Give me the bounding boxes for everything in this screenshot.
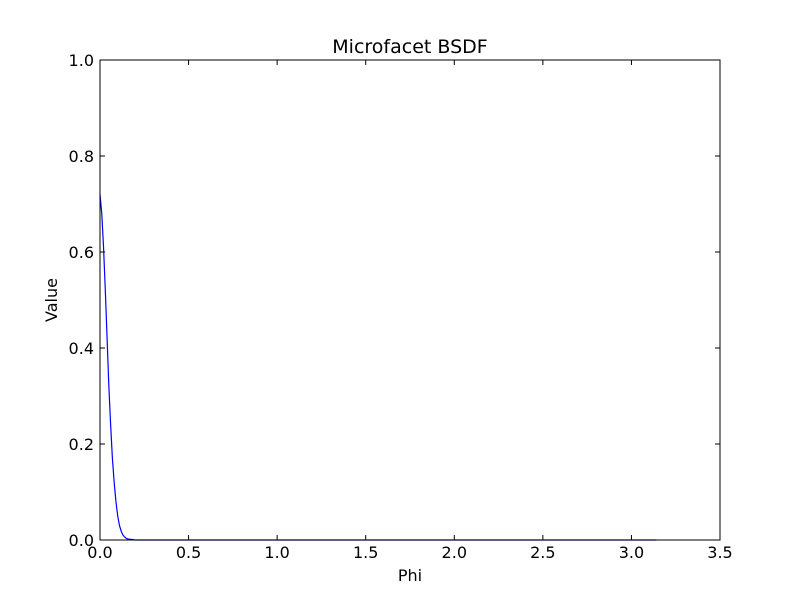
y-tick-label: 0.6: [69, 243, 94, 262]
plot-frame: [99, 59, 721, 541]
y-tick-label: 1.0: [69, 51, 94, 70]
x-axis-label: Phi: [398, 566, 422, 585]
x-tick-label: 0.5: [176, 543, 201, 562]
axis-ticks: 0.0 0.5 1.0 1.5 2.0 2.5 3.0 3.5 0.0 0.2 0.4 0.6 0.8 1…: [69, 51, 733, 562]
x-tick-label: 1.5: [353, 543, 378, 562]
x-tick-label: 0.0: [87, 543, 112, 562]
x-tick-label: 3.5: [707, 543, 732, 562]
chart-title: Microfacet BSDF: [332, 36, 487, 58]
y-tick-label: 0.0: [69, 531, 94, 550]
series-layer: [99, 194, 657, 541]
y-tick-label: 0.4: [69, 339, 94, 358]
y-tick-label: 0.2: [69, 435, 94, 454]
x-tick-label: 2.0: [442, 543, 467, 562]
series-line: [99, 194, 657, 541]
x-tick-label: 1.0: [264, 543, 289, 562]
y-axis-label: Value: [42, 278, 61, 322]
x-tick-label: 3.0: [619, 543, 644, 562]
x-tick-label: 2.5: [530, 543, 555, 562]
y-tick-label: 0.8: [69, 147, 94, 166]
